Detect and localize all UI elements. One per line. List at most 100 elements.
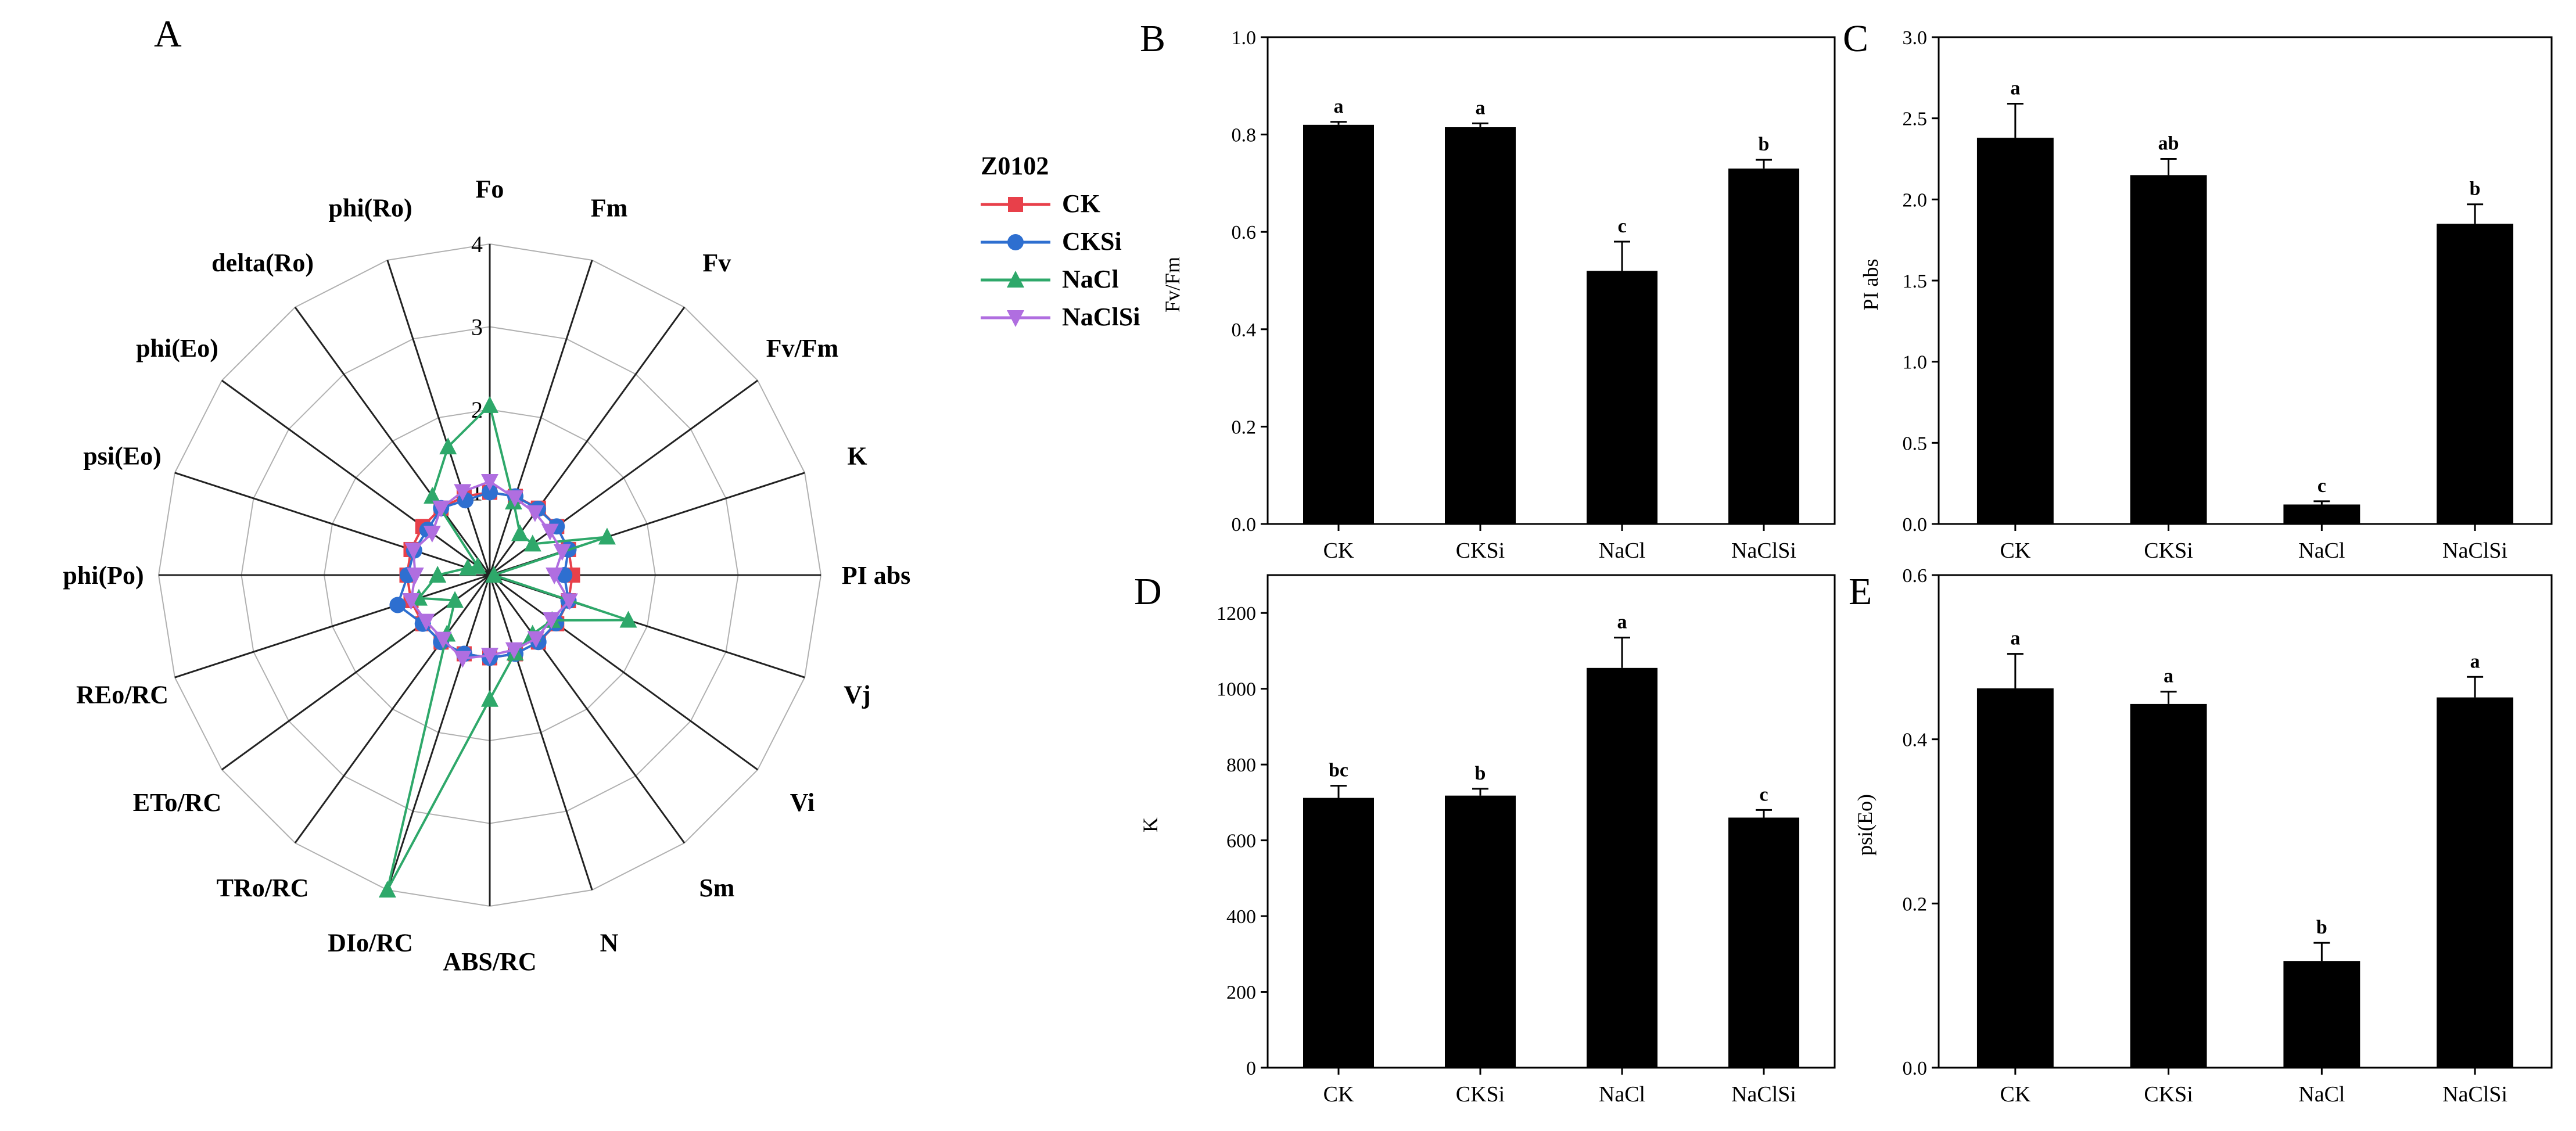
legend-label-cksi: CKSi	[1062, 227, 1122, 256]
significance-letter-pi-abs-cksi: ab	[2158, 133, 2179, 155]
y-tick-label-pi-abs: 0.5	[1903, 433, 1928, 454]
radar-spoke-delta-ro	[294, 306, 491, 576]
radar-spoke-dio-rc	[386, 575, 491, 891]
y-tick-label-pi-abs: 3.0	[1903, 27, 1928, 49]
panel-letter-c: C	[1843, 17, 1868, 60]
y-tick-label-k: 0	[1246, 1058, 1256, 1079]
radar-spoke-vi	[489, 574, 759, 771]
x-tick-label-psi-eo-naclsi: NaClSi	[2442, 1082, 2507, 1107]
x-tick-label-k-cksi: CKSi	[1456, 1082, 1505, 1107]
panel-letter-a: A	[154, 13, 182, 55]
legend-marker-ck	[1008, 197, 1023, 212]
plot-frame-fv-fm	[1267, 36, 1836, 525]
radar-axis-label-vi: Vi	[790, 788, 815, 817]
radar-point-naclsi-pi-abs	[546, 568, 564, 584]
legend-marker-naclsi	[1007, 310, 1024, 327]
x-tick-label-fv-fm-ck: CK	[1323, 538, 1354, 563]
radar-point-naclsi-fo	[481, 473, 498, 491]
bar-pi-abs-naclsi	[2437, 224, 2514, 524]
plot-frame-k	[1267, 574, 1836, 1069]
bar-k-nacl	[1587, 667, 1657, 1068]
radar-spoke-phi-eo	[221, 379, 490, 576]
radar-point-naclsi-phi-eo	[423, 525, 441, 543]
significance-letter-psi-eo-nacl: b	[2316, 917, 2327, 938]
radar-point-naclsi-n	[505, 642, 523, 659]
bar-pi-abs-cksi	[2130, 175, 2207, 524]
radar-spoke-reo-rc	[174, 574, 490, 678]
radar-axis-label-phi-eo: phi(Eo)	[136, 334, 218, 362]
radar-point-naclsi-abs-rc	[481, 648, 498, 665]
bar-chart-k-panel: D 0 200 400 600 800 1000 1200 Kbc CK b CKSi a NaCl c Na…	[1134, 570, 1836, 1107]
y-tick-label-psi-eo: 0.6	[1903, 565, 1928, 587]
y-tick-label-pi-abs: 1.5	[1903, 271, 1928, 292]
radar-axis-label-fv-fm: Fv/Fm	[766, 334, 839, 362]
radar-axis-label-phi-ro: phi(Ro)	[328, 194, 412, 222]
radar-point-cksi-reo-rc	[389, 597, 406, 613]
x-tick-label-pi-abs-nacl: NaCl	[2298, 538, 2345, 563]
panel-letter-d: D	[1134, 570, 1162, 613]
radar-point-nacl-k	[598, 527, 616, 545]
significance-letter-k-cksi: b	[1475, 763, 1486, 784]
radar-axis-label-eto-rc: ETo/RC	[133, 788, 221, 817]
y-tick-label-k: 1200	[1217, 603, 1256, 624]
x-tick-label-fv-fm-cksi: CKSi	[1456, 538, 1505, 563]
significance-letter-pi-abs-nacl: c	[2317, 475, 2326, 497]
significance-letter-psi-eo-ck: a	[2010, 628, 2020, 649]
y-tick-label-pi-abs: 2.5	[1903, 109, 1928, 130]
bar-psi-eo-ck	[1976, 688, 2054, 1068]
radar-spoke-fm	[489, 260, 593, 576]
significance-letter-fv-fm-nacl: c	[1617, 216, 1626, 237]
radar-spoke-sm	[489, 575, 686, 844]
panel-letter-b: B	[1140, 17, 1165, 60]
significance-letter-fv-fm-naclsi: b	[1759, 134, 1770, 155]
x-tick-label-psi-eo-nacl: NaCl	[2298, 1082, 2345, 1107]
radar-tick-label: 4	[471, 231, 483, 257]
radar-point-nacl-phi-po	[429, 566, 447, 583]
significance-letter-fv-fm-cksi: a	[1476, 97, 1486, 119]
x-tick-label-k-nacl: NaCl	[1599, 1082, 1645, 1107]
radar-point-naclsi-vj	[560, 593, 578, 611]
radar-point-nacl-eto-rc	[446, 591, 464, 608]
y-tick-label-psi-eo: 0.2	[1903, 893, 1928, 915]
bar-chart-piabs-panel: C 0.0 0.5 1.0 1.5 2.0 2.5 3.0 PI abs a CK ab CKSi c Na…	[1843, 17, 2553, 563]
bar-pi-abs-nacl	[2283, 504, 2360, 524]
significance-letter-k-ck: bc	[1329, 760, 1348, 781]
significance-letter-pi-abs-naclsi: b	[2470, 178, 2481, 200]
bar-k-cksi	[1445, 795, 1516, 1068]
radar-axis-label-tro-rc: TRo/RC	[217, 874, 309, 902]
y-tick-label-psi-eo: 0.0	[1903, 1058, 1928, 1079]
significance-letter-k-naclsi: c	[1759, 784, 1768, 805]
radar-point-nacl-fv-fm	[523, 534, 541, 552]
y-tick-label-pi-abs: 2.0	[1903, 189, 1928, 211]
radar-axis-label-k: K	[847, 442, 867, 471]
x-tick-label-psi-eo-ck: CK	[2000, 1082, 2030, 1107]
x-tick-label-fv-fm-nacl: NaCl	[1599, 538, 1645, 563]
significance-letter-psi-eo-naclsi: a	[2470, 651, 2480, 672]
radar-point-naclsi-tro-rc	[434, 631, 452, 649]
radar-point-nacl-delta-ro	[424, 486, 442, 504]
bar-fv-fm-ck	[1303, 124, 1374, 525]
radar-series-naclsi	[402, 473, 578, 668]
bar-fv-fm-nacl	[1587, 271, 1657, 524]
y-tick-label-fv-fm: 0.8	[1232, 125, 1257, 146]
y-axis-label-psi-eo: psi(Eo)	[1853, 794, 1877, 856]
radar-point-nacl-fv	[511, 524, 529, 541]
radar-spoke-phi-ro	[386, 260, 491, 576]
radar-axis-label-fm: Fm	[591, 194, 628, 222]
radar-point-nacl-vj	[619, 611, 637, 628]
radar-point-nacl-dio-rc	[378, 881, 396, 898]
radar-spoke-n	[489, 575, 593, 891]
radar-point-naclsi-fv-fm	[541, 523, 559, 541]
bar-psi-eo-cksi	[2130, 703, 2207, 1068]
legend-marker-nacl	[1007, 271, 1024, 288]
y-tick-label-k: 200	[1226, 982, 1256, 1004]
y-tick-label-fv-fm: 1.0	[1232, 27, 1257, 49]
radar-axis-label-fv: Fv	[702, 249, 731, 277]
radar-point-naclsi-sm	[527, 631, 545, 648]
y-tick-label-fv-fm: 0.4	[1232, 319, 1257, 341]
radar-axis-label-fo: Fo	[476, 175, 504, 203]
significance-letter-k-nacl: a	[1617, 612, 1627, 633]
radar-spoke-eto-rc	[221, 574, 490, 771]
radar-point-nacl-fo	[481, 396, 498, 413]
radar-point-cksi-fo	[482, 484, 498, 501]
